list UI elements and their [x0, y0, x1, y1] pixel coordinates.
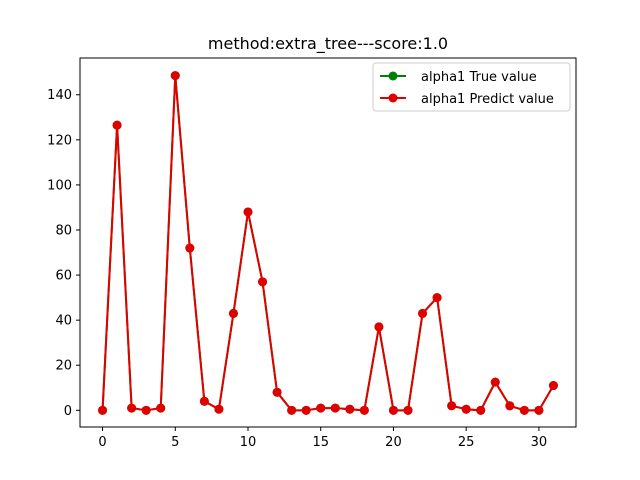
x-tick-label: 5	[171, 435, 179, 450]
data-point	[388, 405, 398, 415]
y-tick-label: 140	[47, 88, 72, 103]
legend-box	[372, 62, 571, 112]
x-tick-label: 15	[312, 435, 329, 450]
y-tick-label: 120	[47, 133, 72, 148]
plot-area	[98, 71, 558, 415]
axis-ticks: 0 5 10 15 20 25 30 0 20 40 60 80 100 120 140	[47, 88, 547, 450]
data-point	[185, 243, 195, 253]
data-point	[476, 405, 486, 415]
y-tick-label: 60	[55, 269, 72, 284]
x-tick-label: 0	[98, 435, 106, 450]
data-point	[330, 403, 340, 413]
data-point	[461, 404, 471, 414]
legend-label-true: alpha1 True value	[421, 70, 537, 85]
data-point	[287, 405, 297, 415]
data-point	[214, 404, 224, 414]
data-point	[359, 405, 369, 415]
x-tick-label: 10	[240, 435, 257, 450]
data-point	[345, 404, 355, 414]
data-point	[301, 405, 311, 415]
data-point	[505, 401, 515, 411]
data-point	[243, 207, 253, 217]
data-point	[548, 381, 558, 391]
x-tick-label: 30	[531, 435, 548, 450]
data-point	[170, 71, 180, 81]
data-point	[418, 308, 428, 318]
axes-frame	[79, 57, 577, 428]
legend-marker-predict	[388, 93, 398, 103]
data-point	[519, 405, 529, 415]
data-point	[272, 387, 282, 397]
data-point	[98, 405, 108, 415]
data-point	[258, 277, 268, 287]
data-point	[127, 403, 137, 413]
data-point	[316, 403, 326, 413]
data-point	[432, 293, 442, 303]
y-tick-label: 20	[55, 359, 72, 374]
data-point	[374, 322, 384, 332]
y-tick-label: 80	[55, 223, 72, 238]
data-point	[199, 396, 209, 406]
y-tick-label: 0	[64, 404, 72, 419]
x-tick-label: 25	[458, 435, 475, 450]
data-point	[141, 405, 151, 415]
chart-title: method:extra_tree---score:1.0	[208, 34, 448, 54]
x-tick-label: 20	[385, 435, 402, 450]
y-tick-label: 40	[55, 314, 72, 329]
data-point	[403, 405, 413, 415]
legend-label-predict: alpha1 Predict value	[421, 92, 554, 107]
data-point	[490, 377, 500, 387]
data-point	[534, 405, 544, 415]
legend-marker-true	[388, 71, 398, 81]
data-point	[228, 308, 238, 318]
data-point	[112, 120, 122, 130]
y-tick-label: 100	[47, 178, 72, 193]
data-point	[447, 401, 457, 411]
data-point	[156, 403, 166, 413]
legend: alpha1 True value alpha1 Predict value	[372, 62, 571, 112]
